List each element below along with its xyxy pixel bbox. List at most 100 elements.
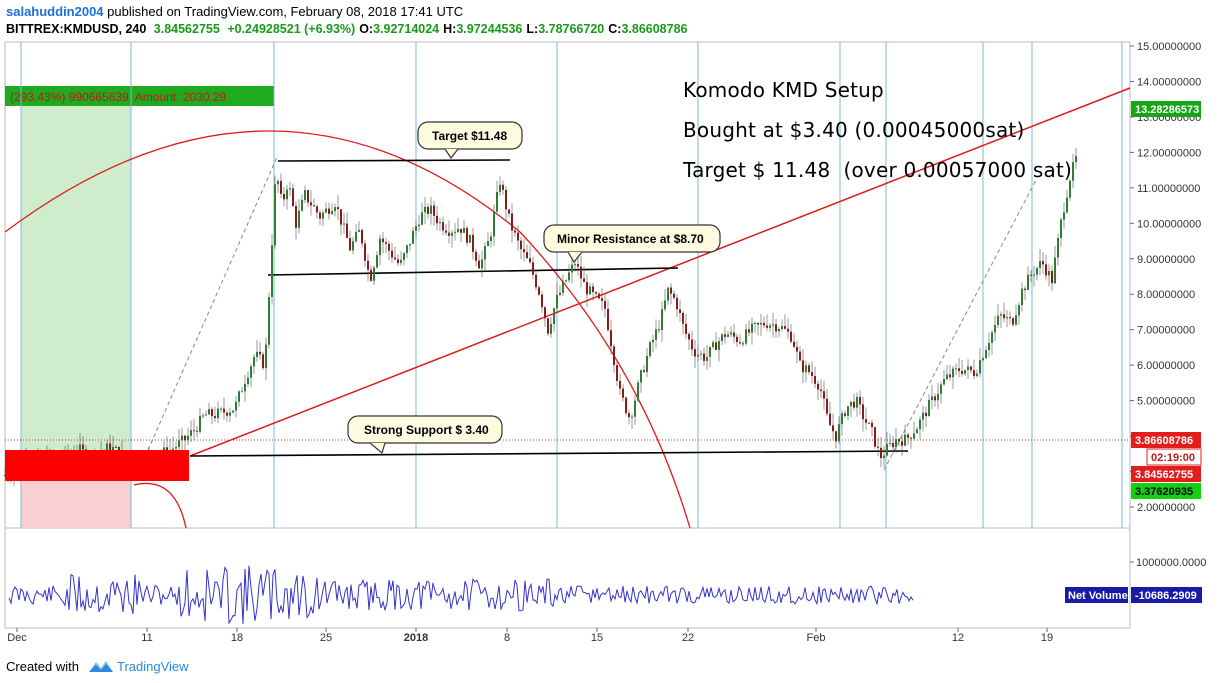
candle-body (643, 370, 645, 372)
candle-body (112, 446, 114, 452)
candle-body (676, 297, 678, 310)
candle-body (661, 309, 663, 331)
price-change: +0.24928521 (+6.93%) (227, 22, 356, 36)
candle-body (232, 410, 234, 413)
candle-body (544, 307, 546, 319)
candle-body (409, 243, 411, 246)
net-volume-label-box (1065, 587, 1128, 603)
candle-body (784, 325, 786, 329)
candle-body (751, 323, 753, 333)
lower-price-text: 3.37620935 (1135, 486, 1193, 498)
position-profit-zone (21, 86, 131, 451)
candle-body (181, 435, 183, 441)
symbol-label[interactable]: BITTREX:KMDUSD, 240 (6, 22, 147, 36)
resistance-callout[interactable]: Minor Resistance at $8.70 (543, 224, 721, 264)
x-tick-label: Feb (807, 632, 826, 644)
projection-line-1 (147, 154, 279, 451)
time-axis: Dec 11 18 25 2018 8 15 22 Feb 12 19 (7, 628, 1053, 644)
candle-body (253, 357, 255, 367)
price-chart[interactable]: (293.43%) 990665639, Amount: 2030.29 15.… (0, 0, 1219, 652)
candle-body (829, 413, 831, 426)
candle-body (283, 193, 285, 200)
candle-body (742, 343, 744, 345)
candle-body (436, 215, 438, 224)
candle-body (220, 408, 222, 410)
close-label: C: (608, 22, 622, 36)
candle-body (1039, 261, 1041, 268)
target-callout[interactable]: Target $11.48 (417, 121, 523, 160)
candlestick-series (4, 147, 1077, 486)
candle-body (361, 229, 363, 244)
trend-line (189, 87, 1131, 457)
candle-body (949, 374, 951, 378)
support-callout[interactable]: Strong Support $ 3.40 (347, 415, 503, 455)
low-value: 3.78766720 (538, 22, 605, 36)
candle-body (328, 208, 330, 214)
candle-body (274, 184, 276, 246)
candle-body (1045, 264, 1047, 276)
candle-body (874, 427, 876, 447)
candle-body (937, 393, 939, 401)
candle-body (853, 401, 855, 408)
tradingview-link[interactable]: TradingView (117, 659, 189, 674)
candle-body (346, 223, 348, 239)
candle-body (652, 339, 654, 343)
low-label: L: (526, 22, 539, 36)
candle-body (106, 443, 108, 451)
candle-body (532, 262, 534, 275)
candle-body (793, 341, 795, 347)
stop-loss-box (5, 450, 189, 481)
candle-body (547, 318, 549, 334)
candle-body (868, 422, 870, 424)
candle-body (916, 429, 918, 434)
candle-body (571, 264, 573, 273)
candle-body (640, 370, 642, 383)
tradingview-logo-icon[interactable] (88, 657, 114, 675)
x-tick-label: 8 (504, 632, 510, 644)
candle-body (1048, 271, 1050, 276)
candle-body (292, 188, 294, 206)
candle-body (1051, 271, 1053, 284)
candle-body (904, 434, 906, 446)
candle-body (1057, 237, 1059, 258)
countdown-badge (1146, 448, 1202, 466)
candle-body (1012, 318, 1014, 325)
candle-body (514, 230, 516, 233)
candle-body (955, 368, 957, 370)
candle-body (952, 368, 954, 378)
candle-body (901, 441, 903, 446)
close-value: 3.86608786 (621, 22, 688, 36)
candle-body (856, 396, 858, 408)
y-tick-label: 15.00000000 (1137, 41, 1201, 53)
candle-body (991, 332, 993, 344)
candle-body (970, 366, 972, 371)
candle-body (817, 383, 819, 390)
candle-body (1000, 314, 1002, 316)
candle-body (82, 444, 84, 450)
created-with-label: Created with (6, 659, 79, 674)
candle-body (343, 223, 345, 225)
candle-body (736, 336, 738, 343)
candle-body (214, 416, 216, 419)
candle-body (454, 231, 456, 233)
candle-body (1006, 317, 1008, 319)
candle-body (499, 184, 501, 192)
candle-body (493, 211, 495, 237)
candle-body (658, 329, 660, 331)
candle-body (1066, 197, 1068, 213)
candle-body (334, 207, 336, 212)
candle-body (760, 322, 762, 325)
candle-body (958, 368, 960, 372)
candle-body (463, 227, 465, 233)
author-link[interactable]: salahuddin2004 (6, 4, 104, 19)
candle-body (850, 401, 852, 407)
candle-body (541, 294, 543, 308)
candle-body (637, 382, 639, 401)
candle-body (277, 180, 279, 185)
candle-body (748, 329, 750, 333)
candle-body (388, 243, 390, 251)
candle-body (400, 259, 402, 264)
candle-body (625, 397, 627, 414)
candle-body (496, 191, 498, 212)
candle-body (718, 341, 720, 350)
